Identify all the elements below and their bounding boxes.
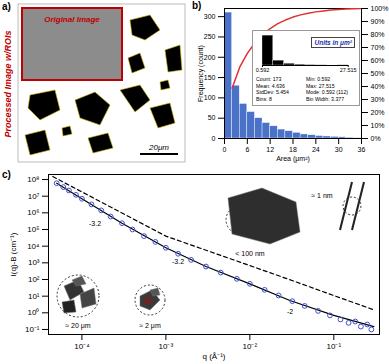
svg-text:0: 0 xyxy=(223,146,227,153)
html-text:Bin Width: 3.377: Bin Width: 3.377 xyxy=(306,95,345,102)
svg-text:-3.2: -3.2 xyxy=(172,258,184,265)
svg-text:c): c) xyxy=(2,169,11,180)
svg-text:90%: 90% xyxy=(371,18,385,25)
svg-text:Frequency (count): Frequency (count) xyxy=(197,45,205,102)
svg-text:10¹: 10¹ xyxy=(28,292,40,301)
svg-text:30%: 30% xyxy=(371,96,385,103)
svg-text:≈ 2 μm: ≈ 2 μm xyxy=(139,322,161,330)
svg-text:100: 100 xyxy=(204,94,216,101)
svg-text:q (Å⁻¹): q (Å⁻¹) xyxy=(203,352,226,361)
svg-text:10⁸: 10⁸ xyxy=(27,175,39,184)
svg-text:0: 0 xyxy=(212,135,216,142)
svg-text:100%: 100% xyxy=(371,5,389,12)
svg-text:< 100 nm: < 100 nm xyxy=(235,250,265,257)
html-text:Count: 173: Count: 173 xyxy=(256,76,282,82)
html-text:Bins: 8: Bins: 8 xyxy=(256,95,272,102)
svg-text:Processed Image w/ROIs: Processed Image w/ROIs xyxy=(3,30,13,137)
svg-text:18: 18 xyxy=(289,146,297,153)
html-text:Mode: 0.592 (112): Mode: 0.592 (112) xyxy=(306,89,348,95)
html-text:Max: 27.515: Max: 27.515 xyxy=(306,82,335,89)
svg-text:10⁵: 10⁵ xyxy=(27,225,39,234)
html-text:b): b) xyxy=(192,0,202,11)
html-text:StdDev: 5.454: StdDev: 5.454 xyxy=(256,89,289,95)
svg-text:10²: 10² xyxy=(28,275,40,284)
svg-text:10⁻¹: 10⁻¹ xyxy=(327,342,342,351)
html-text:Units in μm²: Units in μm² xyxy=(314,39,352,46)
svg-text:0.592: 0.592 xyxy=(256,67,270,73)
svg-text:300: 300 xyxy=(204,13,216,20)
svg-text:10⁻¹: 10⁻¹ xyxy=(25,325,40,334)
svg-text:10⁶: 10⁶ xyxy=(27,208,39,217)
svg-text:10⁰: 10⁰ xyxy=(28,308,40,317)
svg-text:I(q)-B (cm⁻¹): I(q)-B (cm⁻¹) xyxy=(9,232,18,276)
svg-text:Original Image: Original Image xyxy=(44,15,100,24)
svg-text:80%: 80% xyxy=(371,31,385,38)
svg-text:24: 24 xyxy=(312,146,320,153)
svg-text:50: 50 xyxy=(208,114,216,121)
svg-text:70%: 70% xyxy=(371,44,385,51)
svg-text:0%: 0% xyxy=(371,135,381,142)
svg-text:10%: 10% xyxy=(371,122,385,129)
svg-text:150: 150 xyxy=(204,74,216,81)
svg-text:40%: 40% xyxy=(371,83,385,90)
svg-text:250: 250 xyxy=(204,33,216,40)
svg-text:10³: 10³ xyxy=(28,258,40,267)
svg-text:10⁻⁴: 10⁻⁴ xyxy=(74,342,90,351)
svg-text:≈ 20 μm: ≈ 20 μm xyxy=(65,322,91,330)
svg-text:20μm: 20μm xyxy=(148,143,169,152)
svg-text:a): a) xyxy=(2,1,11,12)
svg-text:200: 200 xyxy=(204,53,216,60)
svg-text:50%: 50% xyxy=(371,70,385,77)
svg-text:10⁴: 10⁴ xyxy=(27,242,40,251)
svg-text:30: 30 xyxy=(335,146,343,153)
svg-text:Area (μm²): Area (μm²) xyxy=(276,155,310,163)
svg-text:≈ 1 nm: ≈ 1 nm xyxy=(311,192,333,199)
svg-text:10⁷: 10⁷ xyxy=(28,192,40,201)
svg-text:20%: 20% xyxy=(371,109,385,116)
svg-text:60%: 60% xyxy=(371,57,385,64)
svg-text:-2: -2 xyxy=(287,308,293,315)
html-text:Mean: 4.636: Mean: 4.636 xyxy=(256,82,285,89)
svg-text:27.515: 27.515 xyxy=(340,67,357,73)
html-text:Min: 0.592: Min: 0.592 xyxy=(306,76,331,82)
svg-text:-3.2: -3.2 xyxy=(89,220,101,227)
svg-text:12: 12 xyxy=(266,146,274,153)
svg-text:10⁻³: 10⁻³ xyxy=(159,342,174,351)
svg-text:6: 6 xyxy=(245,146,249,153)
svg-text:36: 36 xyxy=(358,146,366,153)
svg-text:10⁻²: 10⁻² xyxy=(243,342,258,351)
